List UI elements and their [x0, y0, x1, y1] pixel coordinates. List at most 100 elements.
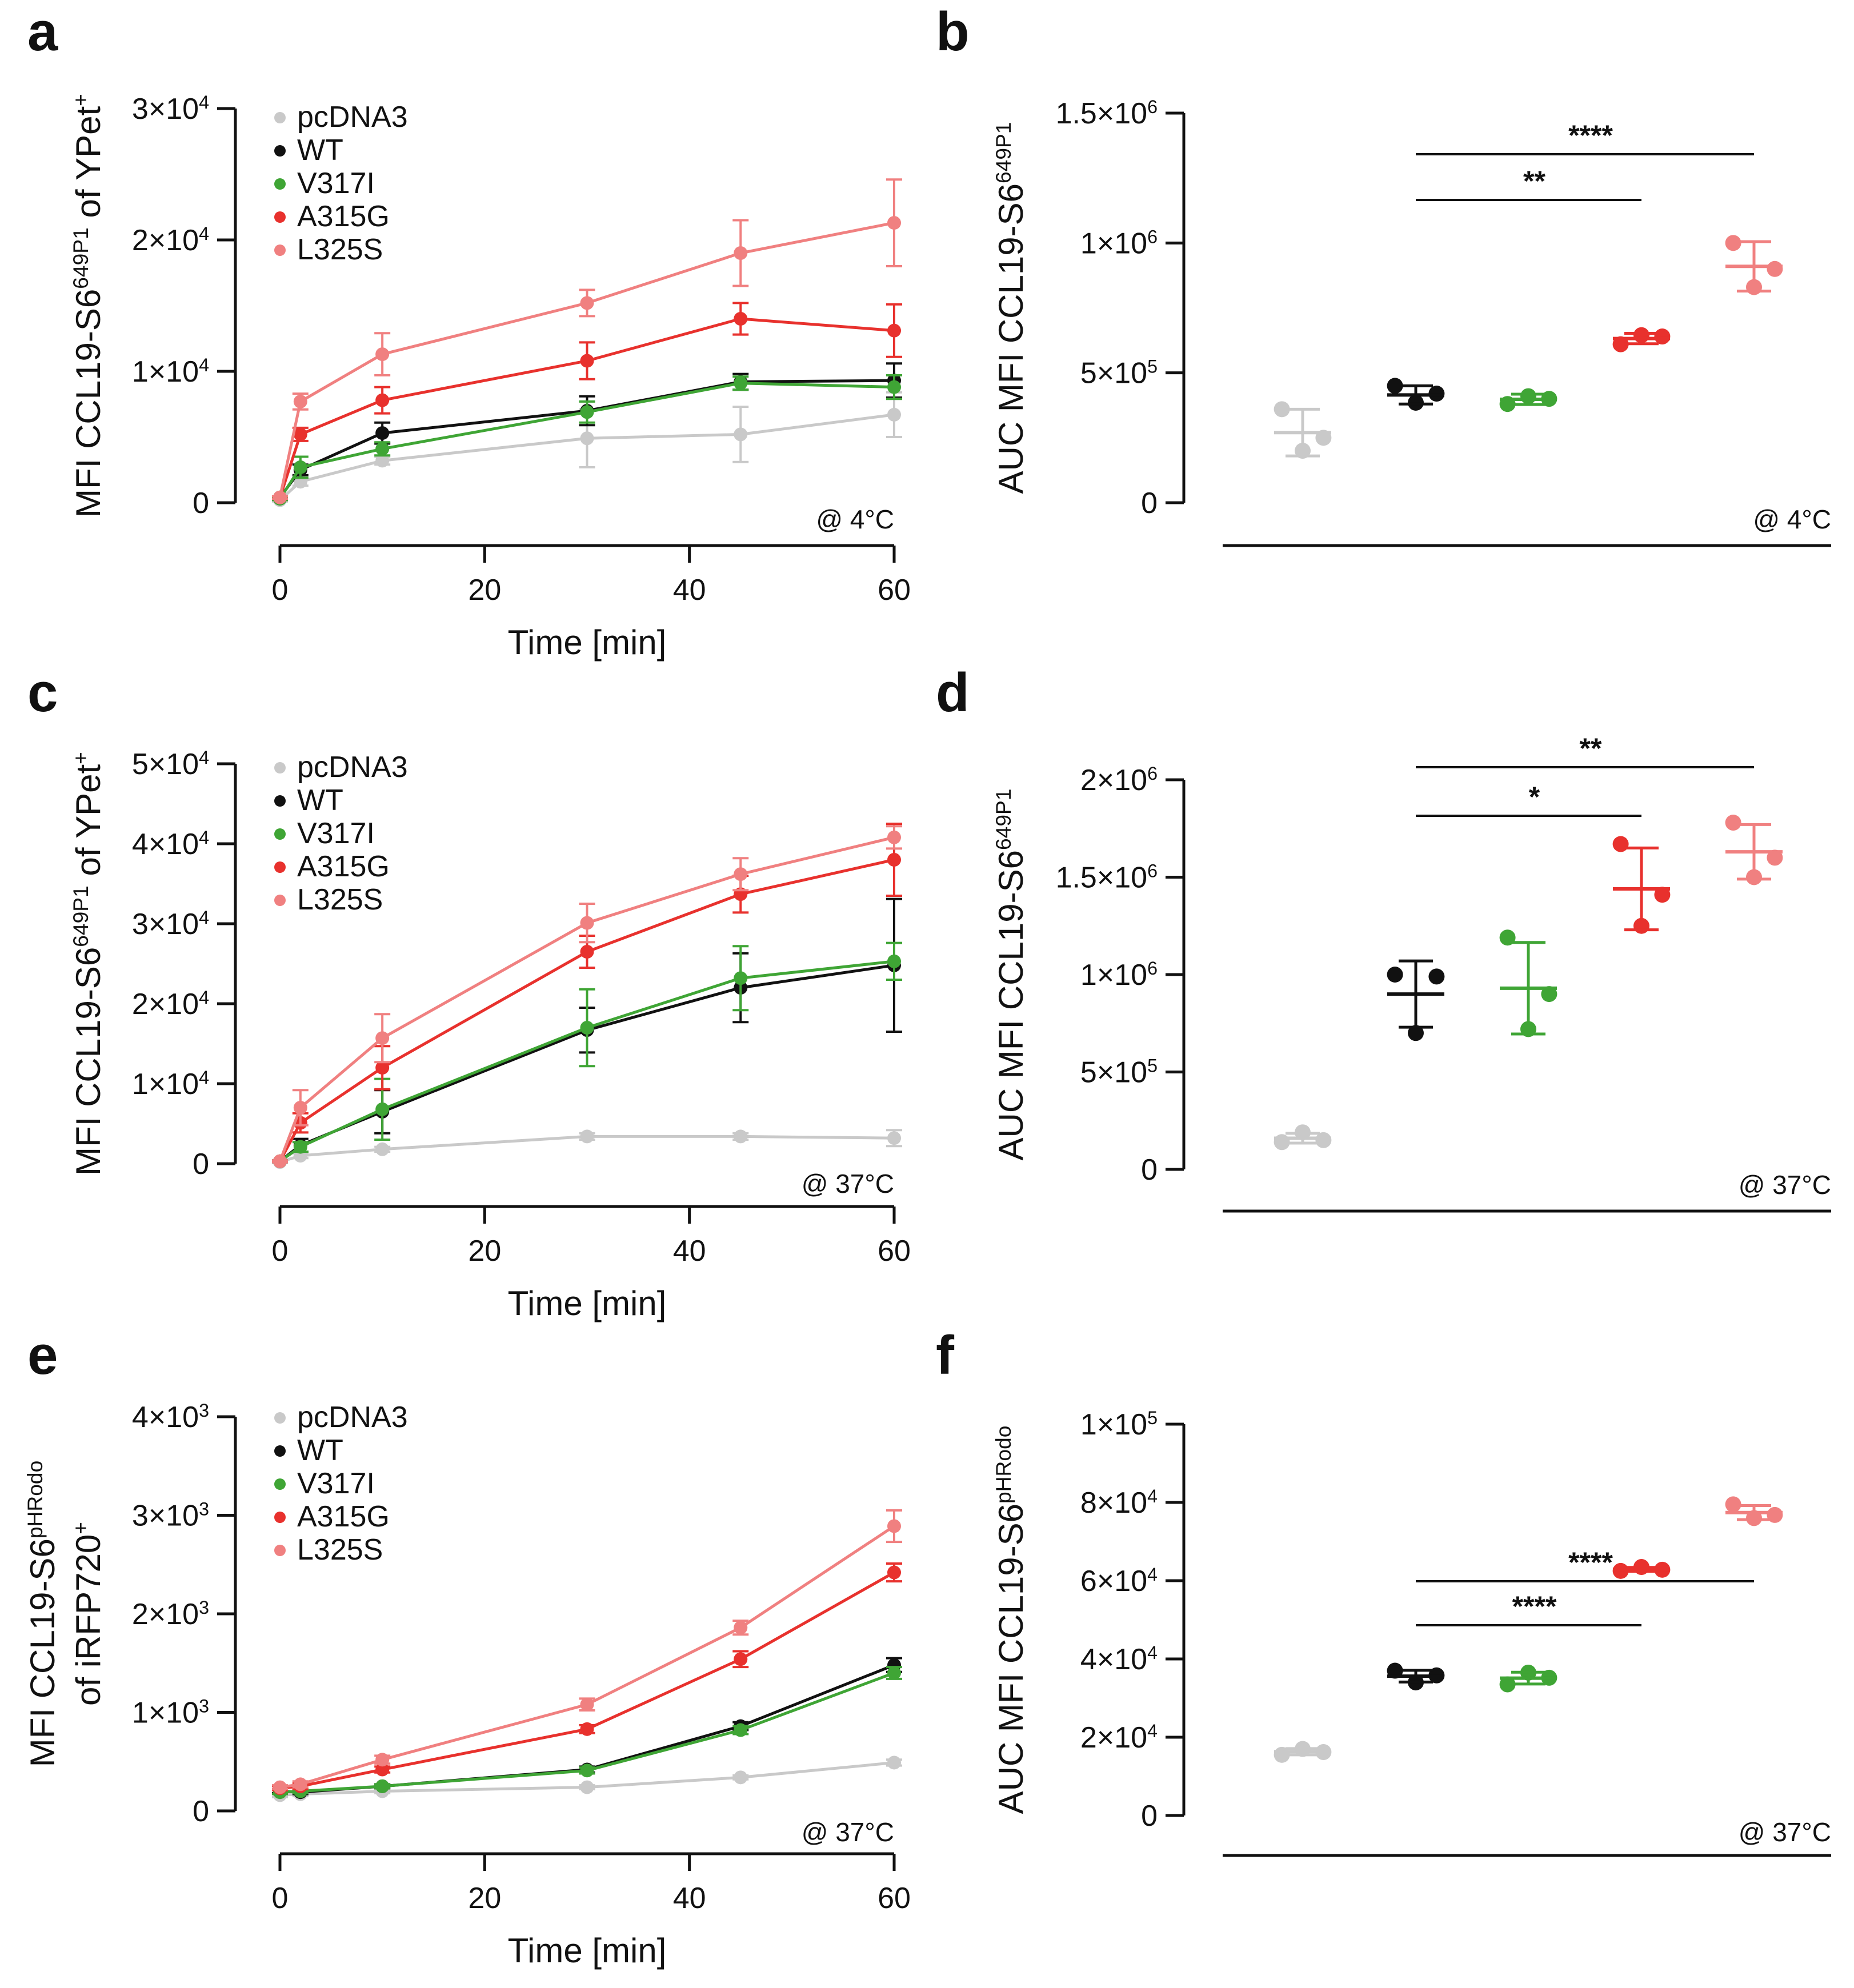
data-point [734, 1723, 748, 1737]
y-tick-label: 1×104 [132, 1067, 209, 1101]
data-point [580, 945, 594, 959]
y-tick-exponent: 6 [1147, 97, 1158, 117]
group-V317I [1499, 388, 1557, 412]
y-tick-label: 4×104 [132, 827, 209, 861]
group-WT [1387, 378, 1445, 411]
x-tick-label: 60 [878, 1882, 911, 1915]
y-tick-label: 1×106 [1080, 226, 1158, 260]
data-point [273, 490, 287, 504]
condition-label: @ 37°C [802, 1169, 894, 1199]
data-point [273, 1154, 287, 1168]
x-tick-label: 0 [272, 1235, 289, 1268]
data-point [1767, 260, 1783, 277]
significance-label: ** [1580, 732, 1602, 764]
y-tick-exponent: 4 [199, 907, 209, 928]
y-tick-label: 5×105 [1080, 1056, 1158, 1089]
data-point [887, 407, 901, 422]
y-tick-label: 5×104 [132, 747, 209, 781]
y-tick-exponent: 4 [199, 92, 209, 113]
group-V317I [1499, 1664, 1557, 1693]
y-tick-label: 3×103 [132, 1499, 209, 1533]
data-point [580, 296, 594, 310]
group-A315G [1612, 836, 1671, 934]
y-tick-base: 1×10 [132, 1068, 199, 1101]
y-axis-label-part: of YPet [69, 106, 107, 228]
x-tick-label: 60 [878, 574, 911, 607]
y-tick-label: 1×104 [132, 355, 209, 388]
series-line [279, 1571, 895, 1790]
y-tick-label: 3×104 [132, 92, 209, 126]
y-axis-label-superscript: 649P1 [69, 885, 93, 947]
data-point [375, 1779, 390, 1793]
data-point [734, 312, 748, 326]
y-tick-exponent: 4 [1147, 1721, 1158, 1741]
y-tick-base: 0 [193, 1148, 209, 1181]
y-tick-base: 0 [1141, 1153, 1158, 1187]
y-tick-exponent: 3 [199, 1400, 209, 1421]
y-tick-label: 2×104 [132, 223, 209, 257]
series-A315G [272, 1562, 902, 1795]
panel-label: d [936, 662, 970, 723]
y-tick-base: 0 [1141, 1799, 1158, 1833]
data-point [734, 971, 748, 985]
series-line [278, 858, 895, 1162]
legend-marker [274, 211, 286, 223]
y-tick-label: 2×104 [132, 987, 209, 1021]
y-axis-label: MFI CCL19-S6pHRodo [23, 1461, 62, 1767]
y-axis-label-part: MFI CCL19-S6 [69, 947, 107, 1176]
y-tick-exponent: 5 [1147, 356, 1158, 377]
y-axis-label-part: of iRFP720 [69, 1534, 107, 1706]
data-point [1499, 1676, 1516, 1693]
y-tick-label: 1×106 [1080, 958, 1158, 992]
y-tick-label: 8×104 [1080, 1486, 1158, 1520]
legend-label: L325S [297, 883, 383, 916]
data-point [293, 1140, 307, 1154]
data-point [734, 1621, 748, 1635]
y-axis-label: of iRFP720+ [69, 1522, 107, 1706]
data-point [580, 354, 594, 368]
y-tick-exponent: 4 [199, 223, 209, 244]
x-tick-label: 0 [272, 1882, 289, 1915]
y-tick-exponent: 4 [199, 987, 209, 1008]
series-line [278, 221, 895, 498]
y-tick-base: 2×10 [132, 1598, 199, 1631]
data-point [375, 426, 390, 440]
condition-label: @ 37°C [802, 1817, 894, 1847]
data-point [375, 1753, 390, 1767]
data-point [887, 830, 901, 844]
x-tick-label: 20 [468, 1882, 501, 1915]
legend-label: pcDNA3 [297, 751, 408, 784]
legend-marker [274, 895, 286, 906]
data-point [887, 954, 901, 968]
y-axis-label-part: of YPet [69, 764, 107, 886]
y-tick-label: 1×105 [1080, 1408, 1158, 1441]
data-point [887, 323, 901, 338]
data-point [1612, 336, 1629, 352]
y-tick-base: 1×10 [1080, 959, 1147, 992]
data-point [293, 427, 307, 442]
y-axis-label-superscript: 649P1 [991, 788, 1015, 850]
data-point [375, 1142, 390, 1156]
panel-label: a [27, 1, 58, 62]
group-pcDNA3 [1274, 401, 1332, 459]
panel-label: b [936, 1, 970, 62]
data-point [1654, 328, 1671, 345]
legend-label: V317I [297, 167, 375, 200]
y-tick-base: 2×10 [1080, 764, 1147, 797]
condition-label: @ 4°C [1753, 504, 1831, 534]
x-tick-label: 20 [468, 574, 501, 607]
y-tick-base: 1×10 [132, 355, 199, 388]
data-point [1541, 986, 1557, 1003]
data-point [1725, 1496, 1741, 1513]
condition-label: @ 37°C [1739, 1170, 1831, 1200]
y-tick-base: 1.5×10 [1056, 861, 1148, 895]
y-tick-exponent: 4 [199, 827, 209, 848]
y-tick-label: 0 [193, 1795, 209, 1828]
